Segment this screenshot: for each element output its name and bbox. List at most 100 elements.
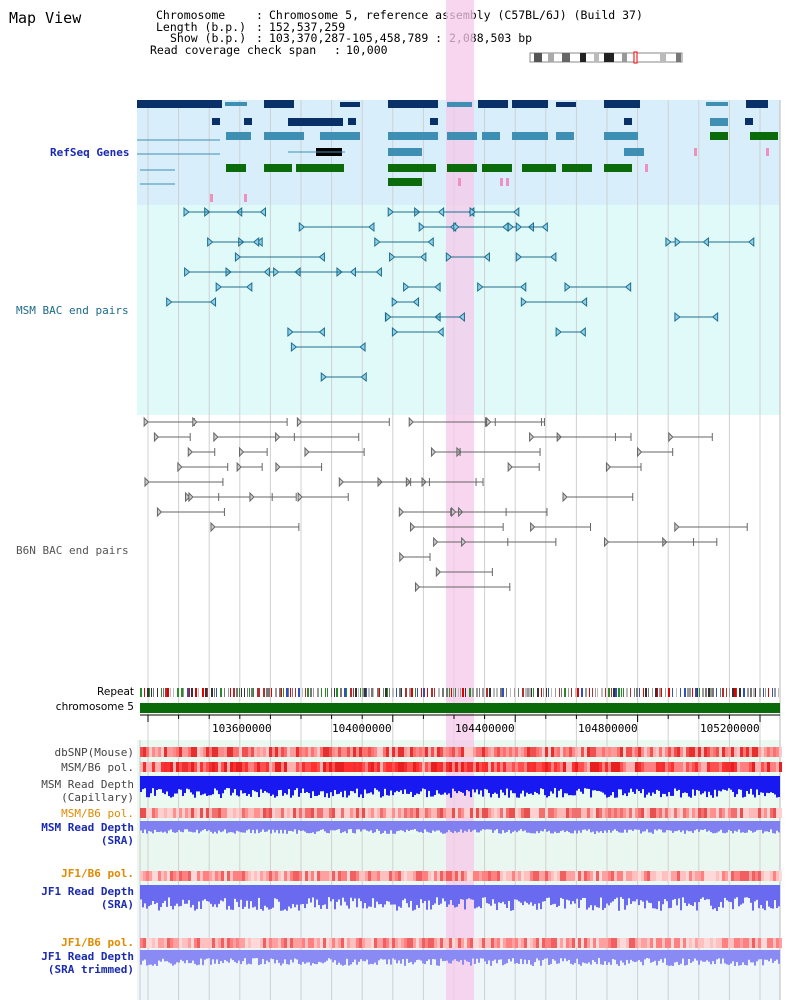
repeat-element	[427, 688, 428, 697]
heat-cell	[212, 938, 215, 948]
heat-cell	[740, 762, 743, 772]
depth-bar	[538, 885, 540, 904]
heat-cell	[179, 747, 182, 757]
repeat-element	[310, 688, 312, 697]
depth-bar	[566, 776, 568, 794]
depth-bar	[540, 821, 542, 831]
b6n-bac-track[interactable]	[143, 416, 748, 593]
msm-bac-label[interactable]: MSM BAC end pairs	[16, 304, 129, 317]
repeat-element	[661, 688, 662, 697]
depth-bar	[156, 950, 158, 966]
heat-cell	[566, 938, 569, 948]
depth-bar	[594, 950, 596, 962]
depth-bar	[394, 776, 396, 793]
depth-bar	[188, 776, 190, 790]
heatmap-tracks[interactable]	[140, 747, 782, 948]
heat-cell	[692, 871, 695, 881]
repeat-track[interactable]	[140, 688, 779, 697]
depth-bar	[608, 821, 610, 831]
refseq-genes-label[interactable]: RefSeq Genes	[50, 146, 130, 159]
heat-cell	[659, 808, 662, 818]
depth-bar	[580, 821, 582, 833]
heat-cell	[776, 938, 779, 948]
repeat-element	[486, 688, 488, 697]
heat-cell	[194, 808, 197, 818]
depth-bar	[458, 776, 460, 791]
depth-bar	[276, 950, 278, 960]
depth-bar	[196, 950, 198, 966]
depth-bar	[672, 821, 674, 833]
depth-bar	[714, 950, 716, 964]
depth-bar	[298, 821, 300, 831]
depth-bar	[560, 821, 562, 832]
heat-cell	[317, 808, 320, 818]
msm-bac-track[interactable]	[166, 206, 755, 383]
heat-cell	[221, 747, 224, 757]
heat-cell	[239, 938, 242, 948]
read-depth-tracks[interactable]	[140, 776, 780, 966]
bac-end-marker	[515, 251, 523, 263]
heat-cell	[689, 938, 692, 948]
depth-bar	[416, 950, 418, 960]
highlight-region[interactable]	[446, 0, 474, 1000]
heat-cell	[662, 808, 665, 818]
depth-bar	[504, 776, 506, 796]
depth-bar	[464, 776, 466, 796]
depth-bar	[388, 776, 390, 796]
depth-bar	[666, 950, 668, 966]
heat-cell	[299, 808, 302, 818]
depth-bar	[628, 776, 630, 793]
depth-bar	[754, 821, 756, 832]
heat-cell	[236, 747, 239, 757]
depth-bar	[174, 950, 176, 965]
depth-bar	[536, 776, 538, 793]
heat-cell	[170, 808, 173, 818]
depth-bar	[620, 776, 622, 790]
repeat-element	[522, 688, 524, 697]
chromosome-ideogram[interactable]	[529, 51, 683, 64]
heat-cell	[491, 808, 494, 818]
heat-cell	[518, 808, 521, 818]
heat-cell	[773, 747, 776, 757]
depth-bar	[434, 950, 436, 960]
heat-cell	[590, 808, 593, 818]
heat-cell	[197, 938, 200, 948]
heat-cell	[533, 762, 536, 772]
depth-bar	[704, 821, 706, 830]
heat-cell	[323, 762, 326, 772]
bac-end-marker	[349, 266, 357, 278]
heat-cell	[731, 747, 734, 757]
depth-bar	[262, 821, 264, 830]
depth-bar	[456, 821, 458, 833]
depth-bar	[512, 776, 514, 794]
heat-cell	[140, 747, 143, 757]
repeat-element	[736, 688, 737, 697]
b6n-bac-label[interactable]: B6N BAC end pairs	[16, 544, 129, 557]
depth-bar	[634, 885, 636, 902]
heat-cell	[572, 747, 575, 757]
heat-cell	[596, 762, 599, 772]
depth-bar	[528, 950, 530, 960]
depth-bar	[702, 776, 704, 794]
depth-bar	[454, 821, 456, 832]
bac-end-marker	[747, 236, 755, 248]
heat-cell	[521, 762, 524, 772]
refseq-genes-track[interactable]	[137, 100, 778, 202]
heat-cell	[680, 871, 683, 881]
repeat-element	[726, 688, 727, 697]
heat-cell	[596, 871, 599, 881]
heat-cell	[515, 747, 518, 757]
gene-marker	[458, 178, 461, 186]
heat-cell	[407, 808, 410, 818]
heat-cell	[179, 808, 182, 818]
heat-cell	[452, 938, 455, 948]
heat-cell	[296, 808, 299, 818]
heat-cell	[170, 871, 173, 881]
depth-bar	[690, 821, 692, 832]
depth-bar	[712, 885, 714, 910]
depth-bar	[334, 885, 336, 910]
depth-bar	[476, 776, 478, 790]
depth-bar	[572, 885, 574, 902]
bac-end-marker	[318, 326, 325, 338]
